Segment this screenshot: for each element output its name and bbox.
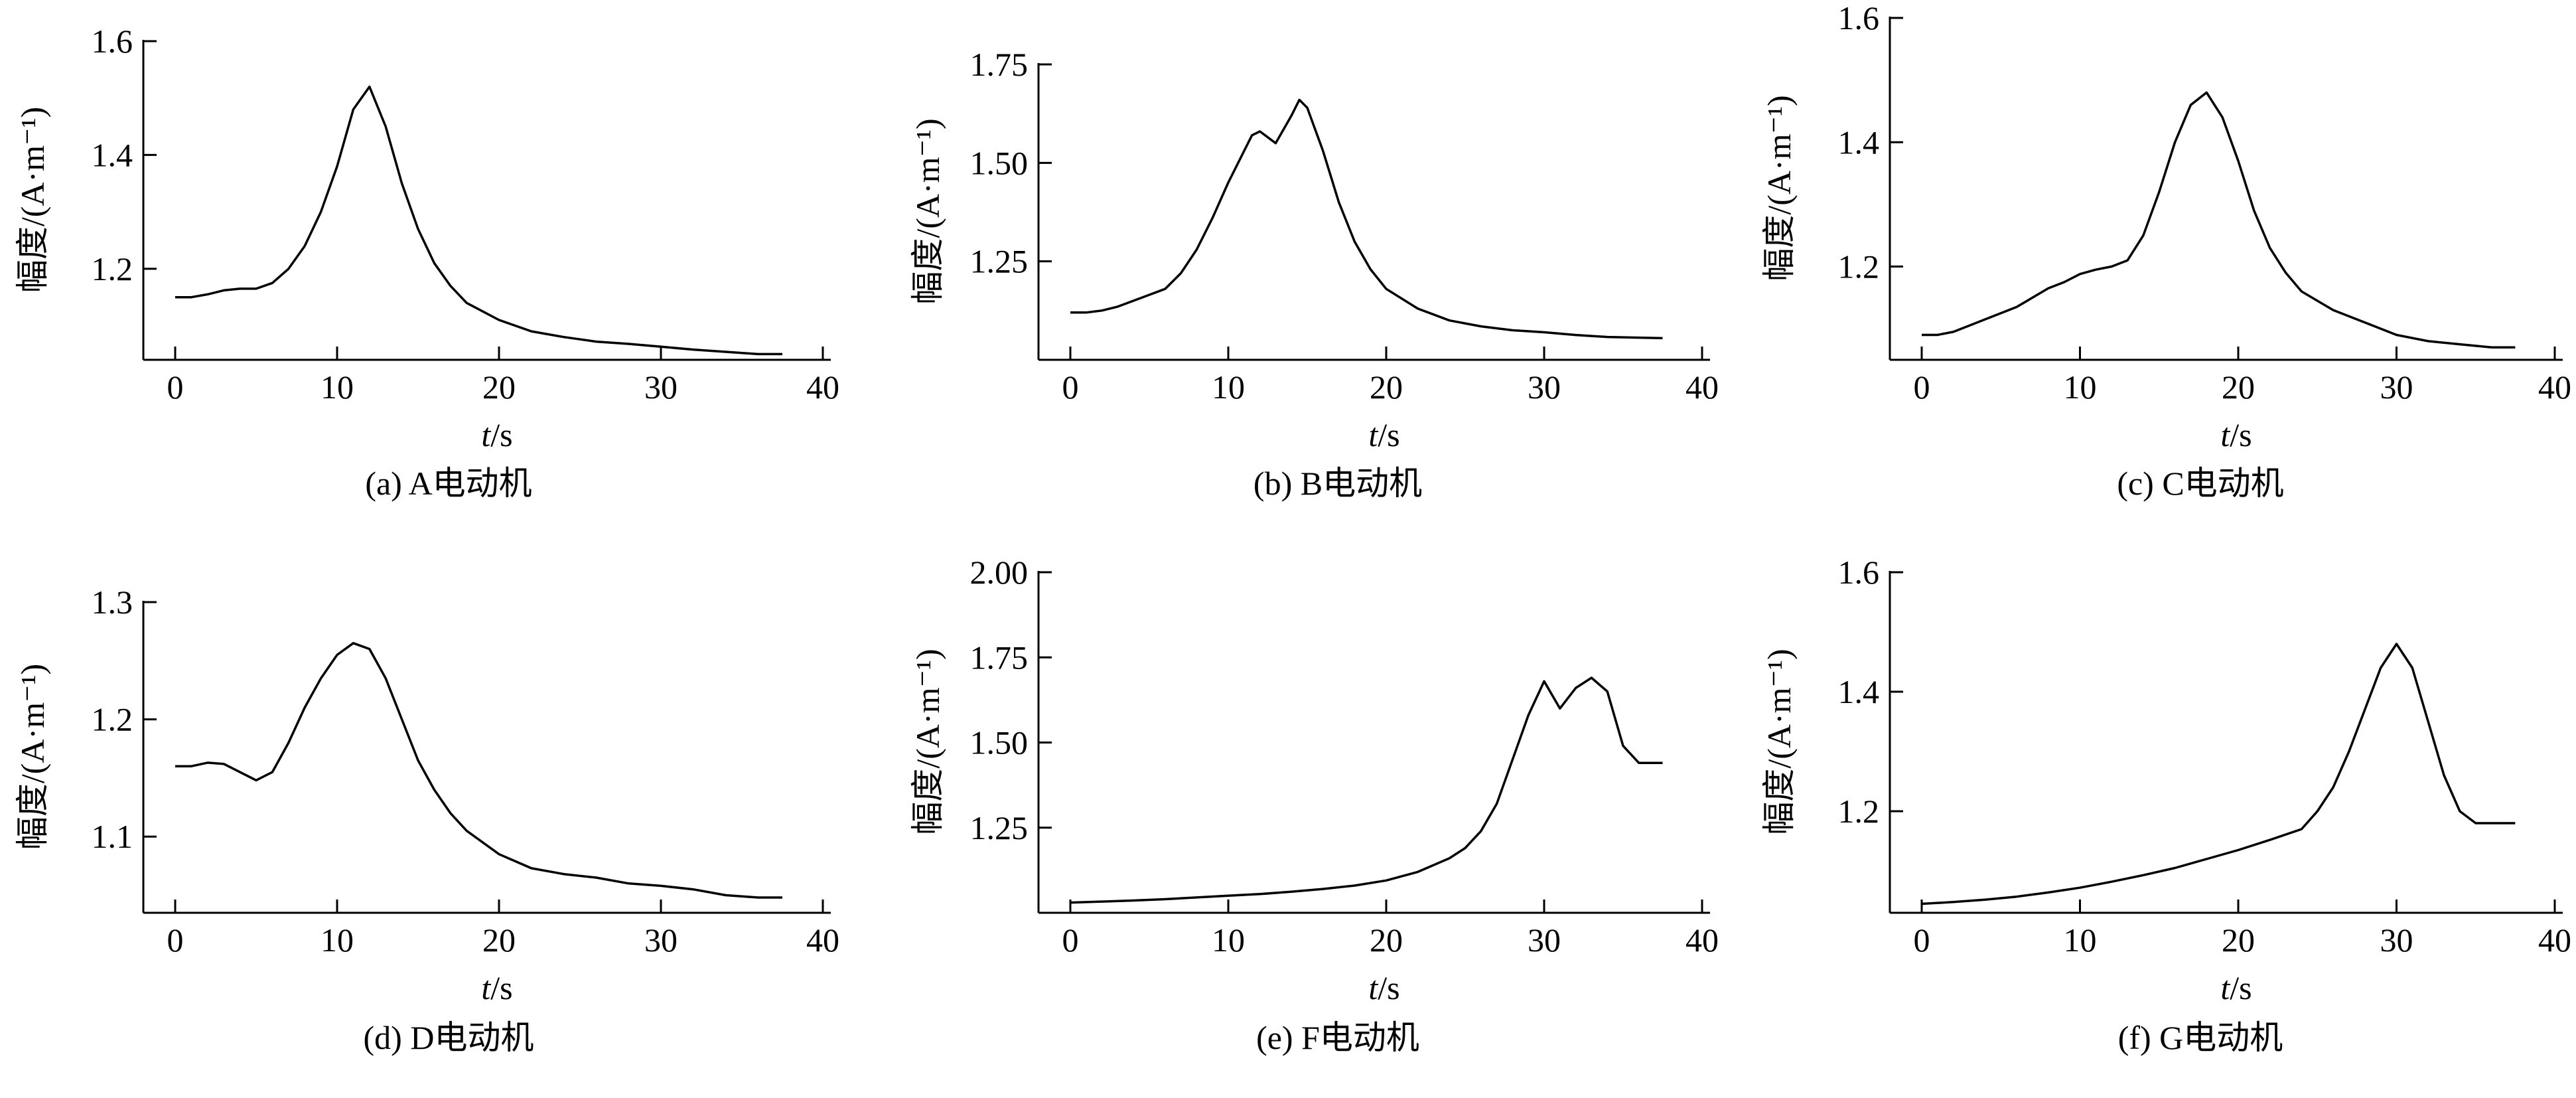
chart-4-caption: (e) F电动机 — [1256, 1019, 1419, 1056]
chart-1-x-tick-label: 0 — [1062, 368, 1079, 406]
chart-4-x-tick-label: 20 — [1370, 921, 1403, 959]
chart-4-y-tick-label: 1.50 — [970, 724, 1029, 761]
chart-3-caption: (d) D电动机 — [364, 1019, 534, 1056]
chart-3-x-tick-label: 0 — [167, 921, 184, 959]
chart-3-y-tick-label: 1.3 — [92, 584, 133, 621]
chart-0-x-tick-label: 10 — [321, 368, 354, 406]
chart-2-x-tick-label: 30 — [2380, 368, 2413, 406]
chart-5-x-tick-label: 20 — [2222, 921, 2255, 959]
chart-5-caption: (f) G电动机 — [2118, 1019, 2283, 1056]
chart-0-x-tick-label: 0 — [167, 368, 184, 406]
chart-2-x-tick-label: 40 — [2538, 368, 2571, 406]
chart-4-y-tick-label: 1.25 — [970, 809, 1029, 846]
chart-3-x-tick-label: 20 — [482, 921, 516, 959]
chart-panel-0: 0 10 20 30 40 1.2 1.4 1.6 幅度/(A·m⁻¹) t/s (a) A电动机 — [14, 23, 839, 502]
chart-5-x-tick-label: 0 — [1914, 921, 1930, 959]
chart-1-x-tick-label: 40 — [1685, 368, 1719, 406]
chart-3-x-tick-label: 10 — [321, 921, 354, 959]
chart-1-series-line — [1070, 98, 1663, 340]
chart-5-y-tick-label: 1.6 — [1838, 554, 1880, 591]
chart-5-y-tick-label: 1.2 — [1838, 793, 1880, 830]
chart-0-x-tick-label: 30 — [644, 368, 678, 406]
chart-4-x-tick-label: 0 — [1062, 921, 1079, 959]
chart-2-y-tick-label: 1.2 — [1838, 248, 1880, 285]
chart-1-y-tick-label: 1.75 — [970, 46, 1029, 83]
chart-3-x-tick-label: 30 — [644, 921, 678, 959]
chart-2-x-tick-label: 20 — [2222, 368, 2255, 406]
chart-0-y-tick-label: 1.4 — [92, 136, 133, 173]
chart-1-x-tick-label: 30 — [1528, 368, 1561, 406]
chart-2-caption: (c) C电动机 — [2117, 465, 2283, 502]
chart-4-series-line — [1070, 676, 1663, 904]
chart-4-y-tick-label: 1.75 — [970, 639, 1029, 676]
chart-1-y-tick-label: 1.25 — [970, 243, 1029, 280]
chart-4-x-tick-label: 30 — [1528, 921, 1561, 959]
chart-0-x-tick-label: 40 — [806, 368, 839, 406]
chart-panel-2: 0 10 20 30 40 1.2 1.4 1.6 幅度/(A·m⁻¹) t/s (c) C电动机 — [1760, 0, 2571, 502]
chart-1-caption: (b) B电动机 — [1253, 465, 1422, 502]
chart-5-y-axis-label: 幅度/(A·m⁻¹) — [1760, 649, 1798, 834]
chart-0-y-axis-label: 幅度/(A·m⁻¹) — [14, 107, 51, 293]
chart-2-x-tick-label: 10 — [2064, 368, 2097, 406]
chart-2-series-line — [1922, 91, 2516, 349]
chart-panel-3: 0 10 20 30 40 1.1 1.2 1.3 幅度/(A·m⁻¹) t/s (d) D电动机 — [14, 584, 839, 1056]
chart-4-y-tick-label: 2.00 — [970, 554, 1029, 591]
chart-3-x-axis-label: t/s — [481, 969, 512, 1006]
chart-1-y-axis-label: 幅度/(A·m⁻¹) — [909, 118, 946, 304]
chart-2-x-axis-label: t/s — [2220, 416, 2252, 453]
chart-1-x-axis-label: t/s — [1368, 416, 1399, 453]
chart-0-caption: (a) A电动机 — [365, 465, 532, 502]
chart-1-y-tick-label: 1.50 — [970, 144, 1029, 181]
chart-3-y-tick-label: 1.2 — [92, 701, 133, 738]
chart-5-x-axis-label: t/s — [2220, 969, 2252, 1006]
chart-3-series-line — [175, 642, 782, 899]
chart-5-series-line — [1921, 643, 2516, 905]
chart-3-x-tick-label: 40 — [806, 921, 839, 959]
chart-panel-4: 0 10 20 30 40 1.25 1.50 1.75 2.00 幅度/(A·m⁻¹) t/s (e… — [909, 554, 1719, 1056]
chart-panel-5: 0 10 20 30 40 1.2 1.4 1.6 幅度/(A·m⁻¹) t/s (f) G电动机 — [1760, 554, 2571, 1056]
chart-0-x-tick-label: 20 — [482, 368, 516, 406]
chart-2-y-tick-label: 1.6 — [1838, 0, 1880, 37]
chart-4-x-tick-label: 10 — [1212, 921, 1245, 959]
chart-0-y-tick-label: 1.2 — [92, 250, 133, 287]
chart-4-y-axis-label: 幅度/(A·m⁻¹) — [909, 649, 946, 834]
chart-5-x-tick-label: 40 — [2538, 921, 2571, 959]
chart-0-series-line — [175, 85, 782, 356]
chart-5-x-tick-label: 30 — [2380, 921, 2413, 959]
chart-4-x-axis-label: t/s — [1368, 969, 1399, 1006]
chart-5-y-tick-label: 1.4 — [1838, 673, 1880, 710]
chart-0-y-tick-label: 1.6 — [92, 23, 133, 60]
chart-1-x-tick-label: 20 — [1370, 368, 1403, 406]
chart-2-x-tick-label: 0 — [1914, 368, 1930, 406]
chart-2-y-axis-label: 幅度/(A·m⁻¹) — [1760, 95, 1798, 281]
chart-3-y-axis-label: 幅度/(A·m⁻¹) — [14, 664, 51, 850]
chart-1-x-tick-label: 10 — [1212, 368, 1245, 406]
chart-0-x-axis-label: t/s — [481, 416, 512, 453]
chart-2-y-tick-label: 1.4 — [1838, 123, 1880, 161]
chart-panel-1: 0 10 20 30 40 1.25 1.50 1.75 幅度/(A·m⁻¹) t/s (b) B电… — [909, 46, 1719, 502]
chart-5-x-tick-label: 10 — [2064, 921, 2097, 959]
chart-4-x-tick-label: 40 — [1685, 921, 1719, 959]
chart-3-y-tick-label: 1.1 — [92, 818, 133, 855]
